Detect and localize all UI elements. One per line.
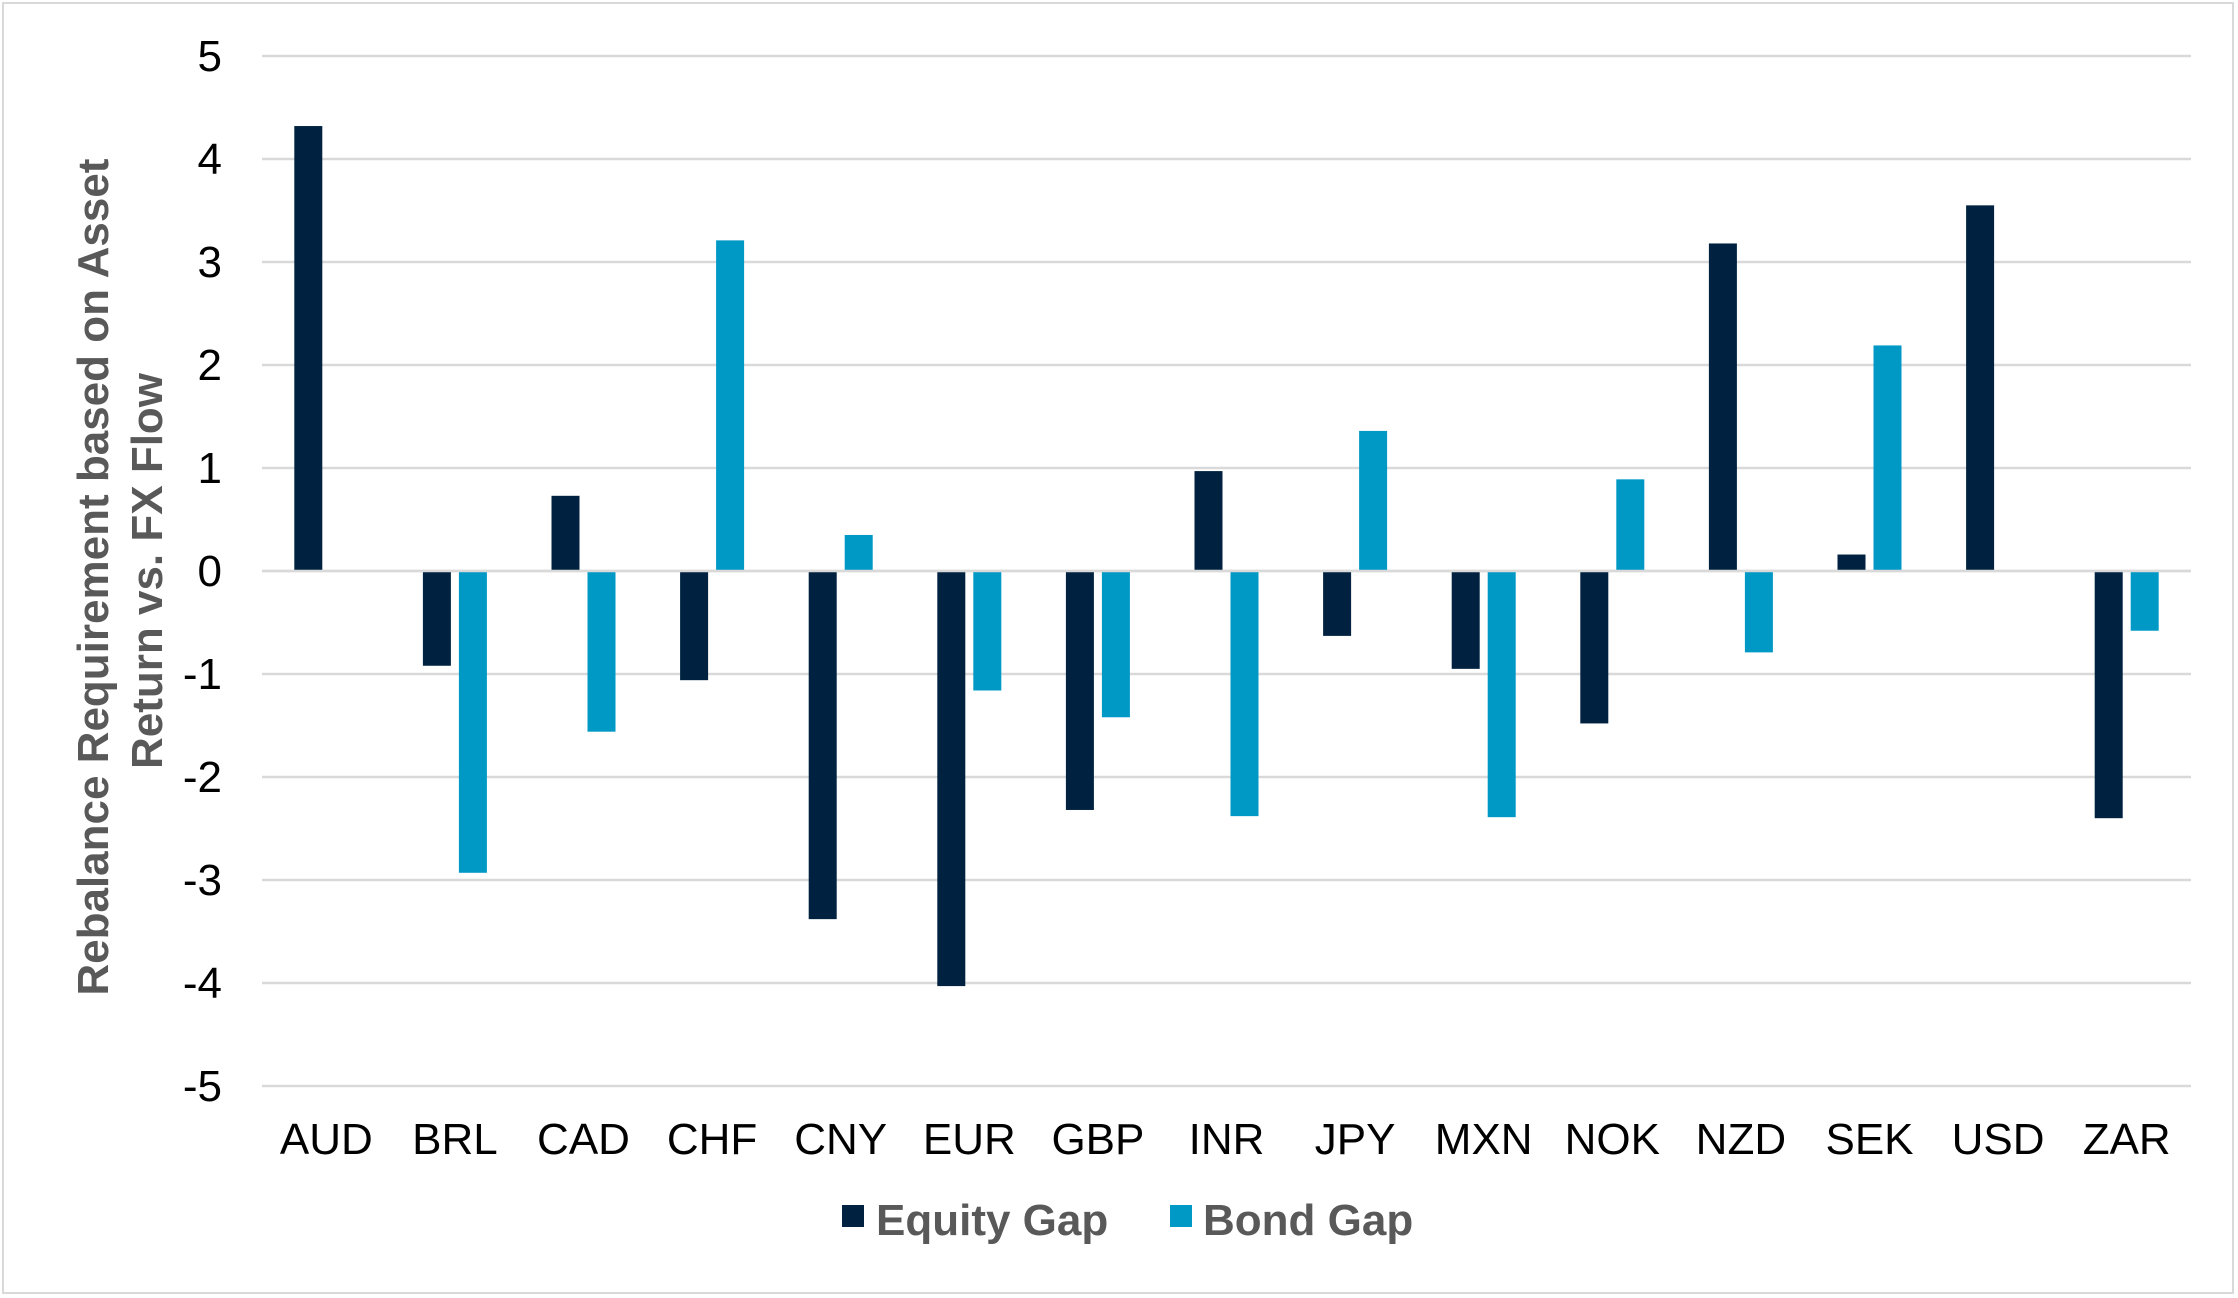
bar-equity-gap-eur [937, 571, 966, 987]
bars [262, 126, 2191, 987]
bar-bond-gap-gbp [1101, 571, 1130, 718]
x-category-label: CAD [537, 1115, 630, 1164]
x-category-label: CHF [667, 1115, 757, 1164]
bar-equity-gap-nok [1580, 571, 1609, 724]
y-tick-label: 5 [198, 32, 222, 81]
x-category-label: SEK [1825, 1115, 1913, 1164]
bar-equity-gap-nzd [1708, 243, 1737, 571]
legend-swatch-bond-gap [1170, 1205, 1192, 1227]
x-axis-categories: AUD BRL CAD CHF CNY EUR GBP INR JPY MXN NOK NZD SEK U… [280, 1115, 2171, 1164]
bar-equity-gap-usd [1966, 205, 1995, 571]
bar-equity-gap-aud [294, 126, 323, 571]
y-tick-label: 4 [198, 135, 222, 184]
y-tick-label: -2 [183, 753, 222, 802]
x-category-label: CNY [794, 1115, 887, 1164]
x-category-label: NOK [1565, 1115, 1660, 1164]
y-axis-ticks: -5 -4 -3 -2 -1 0 1 2 3 4 5 [183, 32, 222, 1111]
bar-bond-gap-inr [1230, 571, 1259, 817]
bar-equity-gap-chf [680, 571, 709, 681]
bar-bond-gap-mxn [1487, 571, 1516, 818]
x-category-label: GBP [1051, 1115, 1144, 1164]
x-category-label: ZAR [2083, 1115, 2171, 1164]
bar-bond-gap-nzd [1744, 571, 1773, 653]
x-category-label: BRL [412, 1115, 498, 1164]
bar-bond-gap-zar [2130, 571, 2159, 631]
y-axis-title-line-2: Return vs. FX Flow [123, 372, 172, 769]
y-tick-label: 0 [198, 547, 222, 596]
y-axis-title: Rebalance Requirement based on Asset Ret… [69, 146, 172, 995]
bar-equity-gap-cad [551, 495, 580, 571]
x-category-label: INR [1189, 1115, 1265, 1164]
bar-equity-gap-gbp [1065, 571, 1094, 810]
y-tick-label: -5 [183, 1062, 222, 1111]
y-axis-title-line-1: Rebalance Requirement based on Asset [69, 158, 118, 995]
y-tick-label: 3 [198, 238, 222, 287]
bar-bond-gap-sek [1873, 345, 1902, 571]
legend: Equity Gap Bond Gap [842, 1196, 1413, 1245]
bar-bond-gap-chf [716, 240, 745, 571]
bar-equity-gap-mxn [1451, 571, 1480, 669]
legend-swatch-equity-gap [842, 1205, 864, 1227]
legend-label-equity-gap: Equity Gap [876, 1196, 1108, 1245]
x-category-label: EUR [923, 1115, 1016, 1164]
x-category-label: NZD [1696, 1115, 1786, 1164]
bar-equity-gap-sek [1837, 554, 1866, 571]
bar-equity-gap-zar [2094, 571, 2123, 819]
y-tick-label: -1 [183, 650, 222, 699]
bar-equity-gap-jpy [1323, 571, 1352, 636]
y-tick-label: -3 [183, 856, 222, 905]
x-category-label: MXN [1435, 1115, 1533, 1164]
bar-bond-gap-eur [973, 571, 1002, 691]
bar-bond-gap-cny [844, 534, 873, 571]
y-tick-label: -4 [183, 959, 222, 1008]
bar-bond-gap-nok [1616, 479, 1645, 571]
x-category-label: USD [1952, 1115, 2045, 1164]
y-tick-label: 2 [198, 341, 222, 390]
bar-bond-gap-brl [458, 571, 487, 873]
bar-bond-gap-cad [587, 571, 616, 732]
legend-label-bond-gap: Bond Gap [1203, 1196, 1413, 1245]
bar-equity-gap-inr [1194, 471, 1223, 571]
bar-equity-gap-brl [422, 571, 451, 666]
bar-equity-gap-cny [808, 571, 837, 920]
bar-chart: -5 -4 -3 -2 -1 0 1 2 3 4 5 AUD BRL CAD CHF CNY EUR GBP IN… [69, 32, 2191, 1245]
x-category-label: AUD [280, 1115, 373, 1164]
y-tick-label: 1 [198, 444, 222, 493]
x-category-label: JPY [1315, 1115, 1396, 1164]
bar-bond-gap-jpy [1359, 430, 1388, 571]
